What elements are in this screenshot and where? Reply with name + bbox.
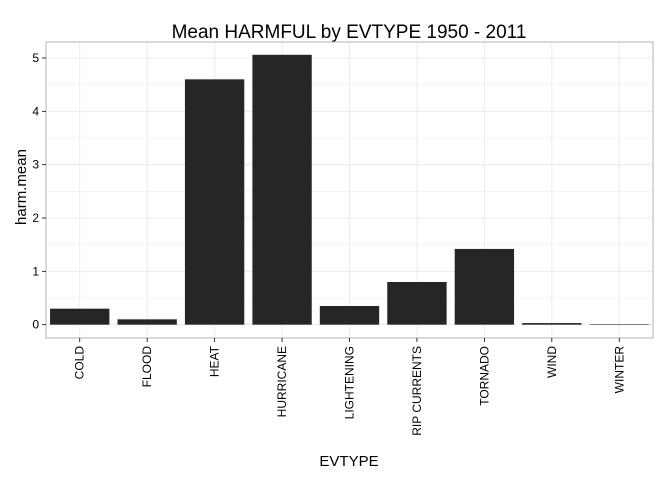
bars bbox=[50, 54, 649, 325]
bar-rip-currents bbox=[387, 282, 447, 325]
bar-winter bbox=[589, 324, 649, 325]
bar-cold bbox=[50, 308, 110, 325]
x-tick-label: TORNADO bbox=[477, 346, 491, 406]
x-tick-label: WIND bbox=[545, 346, 559, 378]
x-axis-ticks: COLD FLOOD HEAT HURRICANE LIGHTENING RIP CURR… bbox=[73, 338, 626, 436]
y-tick-label: 1 bbox=[32, 264, 39, 278]
y-tick-label: 4 bbox=[32, 104, 39, 118]
y-tick-label: 0 bbox=[32, 318, 39, 332]
y-axis-title: harm.mean bbox=[13, 149, 30, 225]
bar-lightening bbox=[319, 306, 380, 325]
bar-tornado bbox=[454, 248, 515, 325]
y-tick-label: 3 bbox=[32, 158, 39, 172]
x-axis-title: EVTYPE bbox=[319, 453, 378, 470]
y-tick-label: 2 bbox=[32, 211, 39, 225]
bar-hurricane bbox=[252, 54, 312, 325]
y-axis-ticks: 0 1 2 3 4 5 bbox=[32, 51, 46, 332]
x-tick-label: LIGHTENING bbox=[343, 346, 357, 419]
bar-heat bbox=[184, 79, 245, 325]
chart-title: Mean HARMFUL by EVTYPE 1950 - 2011 bbox=[172, 22, 527, 43]
x-tick-label: WINTER bbox=[612, 346, 626, 394]
y-tick-label: 5 bbox=[32, 51, 39, 65]
bar-wind bbox=[522, 323, 582, 325]
x-tick-label: RIP CURRENTS bbox=[410, 346, 424, 436]
x-tick-label: HEAT bbox=[208, 345, 222, 377]
x-tick-label: COLD bbox=[73, 346, 87, 380]
bar-flood bbox=[117, 319, 177, 325]
x-tick-label: FLOOD bbox=[140, 346, 154, 388]
x-tick-label: HURRICANE bbox=[275, 346, 289, 417]
